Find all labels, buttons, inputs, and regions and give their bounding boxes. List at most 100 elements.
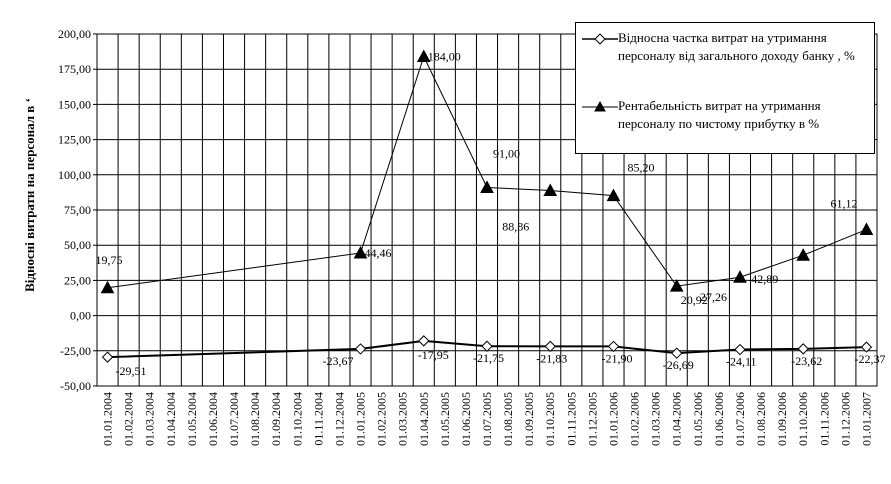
data-labels: -29,51 -23,67 -17,95 -21,75 -21,83 -21,90 -26,… (96, 50, 886, 379)
series-2-data-label: 19,75 (96, 253, 123, 267)
y-axis-label: Відносні витрати на персонал в ‘ (22, 98, 37, 292)
x-tick-labels: 01.01.2004 01.02.2004 01.03.2004 01.04.2004… (101, 392, 874, 446)
diamond-marker (544, 340, 556, 353)
x-tick-label: 01.04.2005 (417, 392, 431, 446)
series-2-data-label: 20,92 (681, 293, 708, 307)
series-1-data-label: -26,69 (663, 358, 694, 372)
series-2-data-label: 44,46 (365, 246, 392, 260)
diamond-marker (860, 341, 873, 353)
x-tick-label: 01.05.2005 (438, 392, 452, 446)
triangle-marker (353, 245, 368, 259)
x-tick-label: 01.03.2005 (396, 392, 410, 446)
x-tick-label: 01.03.2004 (143, 392, 157, 446)
x-tick-label: 01.01.2006 (606, 392, 620, 446)
series-1-data-label: -22,37 (854, 352, 885, 366)
diamond-marker (101, 351, 114, 363)
x-tick-label: 01.01.2005 (354, 392, 368, 446)
x-tick-label: 01.05.2006 (691, 392, 705, 446)
series-markers (100, 49, 874, 363)
legend: Відносна частка витрат на утримання перс… (575, 22, 875, 154)
x-tick-label: 01.07.2004 (227, 392, 241, 446)
x-tick-label: 01.10.2005 (543, 392, 557, 446)
x-tick-label: 01.01.2007 (859, 392, 873, 446)
legend-item-series-2: Рентабельність витрат на утримання персо… (582, 97, 868, 133)
series-2-data-label: 184,00 (428, 50, 461, 64)
y-tick-label: 150,00 (58, 97, 91, 111)
series-1-data-label: -24,11 (726, 355, 757, 369)
triangle-marker (796, 248, 811, 261)
series-1-data-label: -21,75 (473, 351, 504, 365)
x-tick-label: 01.09.2005 (522, 392, 536, 446)
diamond-marker (481, 340, 493, 352)
x-tick-label: 01.12.2006 (838, 392, 852, 446)
y-tick-label: 50,00 (64, 238, 91, 252)
x-tick-label: 01.10.2004 (290, 392, 304, 446)
series-2-data-label: 88,86 (502, 219, 529, 233)
series-2-data-label: 27,26 (700, 290, 727, 304)
y-tick-label: 175,00 (58, 62, 91, 76)
diamond-marker (734, 343, 746, 356)
diamond-marker (607, 340, 620, 353)
x-tick-label: 01.04.2004 (164, 392, 178, 446)
y-tick-label: -50,00 (60, 379, 91, 393)
series-1-line (107, 339, 867, 359)
triangle-marker (480, 180, 494, 193)
x-tick-label: 01.08.2005 (501, 392, 515, 446)
diamond-marker (797, 343, 809, 355)
series-1-data-label: -17,95 (418, 348, 449, 362)
y-tick-label: 0,00 (70, 309, 91, 323)
series-1-data-label: -23,62 (791, 354, 822, 368)
triangle-marker (543, 183, 558, 196)
x-tick-label: 01.07.2006 (733, 392, 747, 446)
series-2-data-label: 85,20 (627, 161, 654, 175)
x-tick-label: 01.05.2004 (185, 392, 199, 446)
x-tick-label: 01.11.2005 (564, 392, 578, 446)
x-tick-label: 01.09.2004 (269, 392, 283, 446)
x-tick-label: 01.07.2005 (480, 392, 494, 446)
x-tick-label: 01.01.2004 (101, 392, 115, 446)
series-1-data-label: -29,51 (116, 364, 147, 378)
x-tick-label: 01.10.2006 (796, 392, 810, 446)
x-tick-label: 01.12.2004 (332, 392, 346, 446)
triangle-marker (100, 280, 115, 294)
x-tick-label: 01.02.2004 (122, 392, 136, 446)
y-tick-label: -25,00 (60, 344, 91, 358)
x-tick-label: 01.06.2004 (206, 392, 220, 446)
triangle-marker (416, 49, 431, 63)
diamond-marker (671, 347, 683, 359)
x-tick-label: 01.11.2004 (311, 392, 325, 446)
x-tick-label: 01.11.2006 (817, 392, 831, 446)
series-1-data-label: -23,67 (323, 354, 354, 368)
diamond-marker-icon (582, 33, 618, 45)
series-2-line (107, 55, 867, 289)
legend-label-series-1: Відносна частка витрат на утримання перс… (618, 30, 855, 63)
triangle-marker (859, 222, 874, 236)
series-1-data-label: -21,83 (536, 351, 567, 365)
series-2-data-label: 42,89 (751, 272, 778, 286)
axes (93, 33, 878, 387)
x-tick-label: 01.03.2006 (649, 392, 663, 446)
y-tick-label: 125,00 (58, 133, 91, 147)
y-tick-label: 200,00 (58, 27, 91, 41)
x-tick-label: 01.02.2006 (628, 392, 642, 446)
legend-item-series-1: Відносна частка витрат на утримання перс… (582, 29, 868, 65)
triangle-marker-icon (582, 100, 618, 112)
x-tick-label: 01.12.2005 (585, 392, 599, 446)
series-lines (107, 55, 867, 359)
x-tick-label: 01.08.2004 (248, 392, 262, 446)
y-tick-labels: -50,00 -25,00 0,00 25,00 50,00 75,00 100,00 125… (58, 27, 91, 393)
series-2-data-label: 91,00 (493, 146, 520, 160)
diamond-marker (418, 335, 430, 347)
triangle-marker (669, 279, 684, 292)
triangle-marker (733, 270, 747, 283)
y-tick-label: 25,00 (64, 273, 91, 287)
x-tick-label: 01.08.2006 (754, 392, 768, 446)
diamond-marker (354, 343, 367, 355)
x-tick-label: 01.06.2006 (712, 392, 726, 446)
x-tick-label: 01.09.2006 (775, 392, 789, 446)
legend-label-series-2: Рентабельність витрат на утримання персо… (618, 98, 821, 131)
y-tick-label: 75,00 (64, 203, 91, 217)
series-2-data-label: 61,12 (830, 197, 857, 211)
triangle-marker (606, 188, 621, 202)
